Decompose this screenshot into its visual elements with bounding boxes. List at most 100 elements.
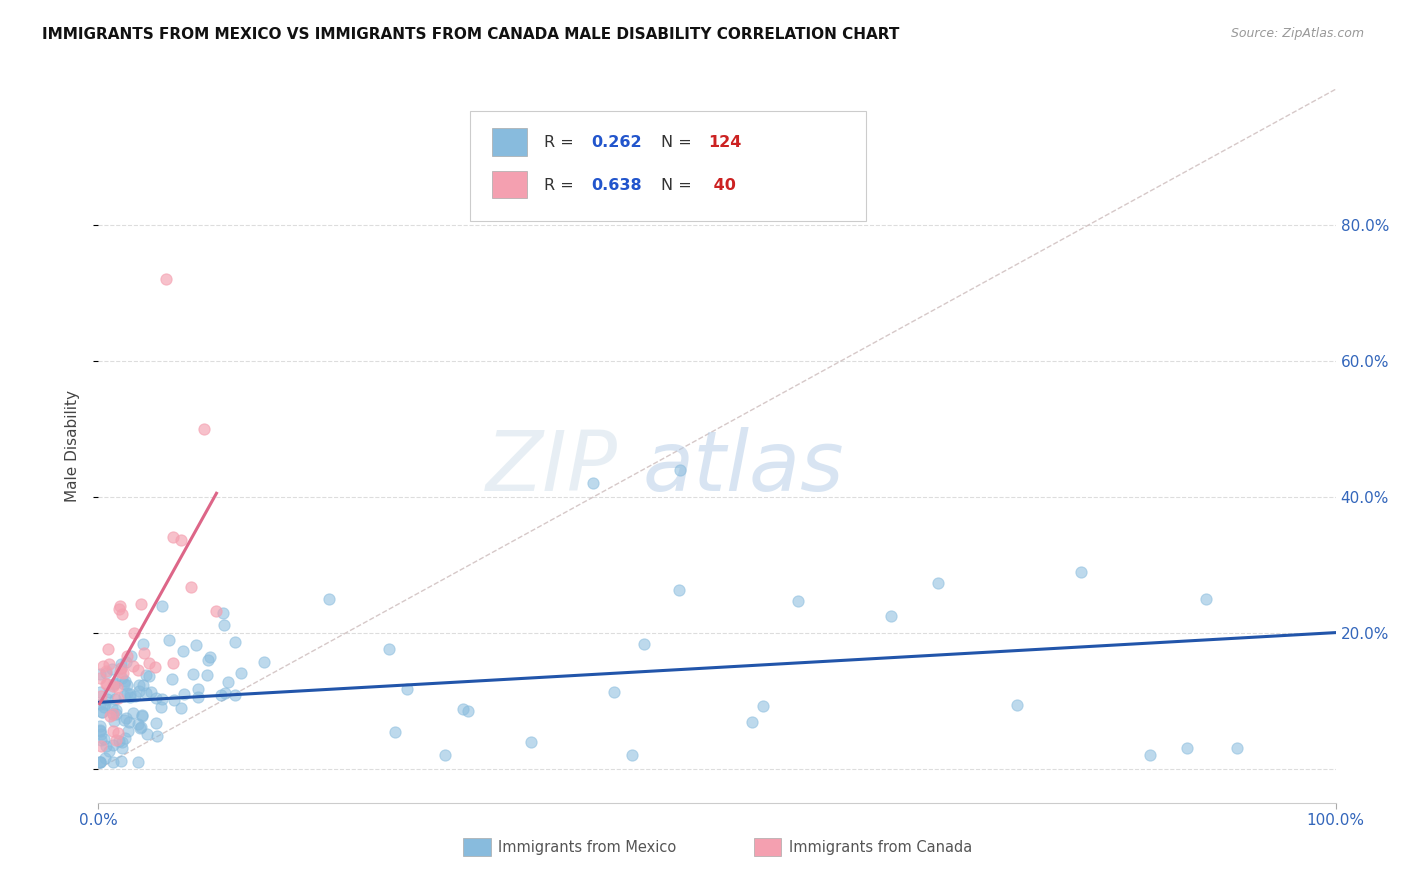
Point xyxy=(89,755,111,769)
Point xyxy=(128,683,150,698)
Point xyxy=(114,673,136,688)
Point xyxy=(138,656,160,670)
Point xyxy=(108,602,131,616)
Point xyxy=(120,688,142,702)
Point xyxy=(211,688,233,702)
Point xyxy=(451,702,474,716)
Point xyxy=(150,700,173,714)
Point xyxy=(170,533,193,548)
Point xyxy=(127,664,149,678)
Point xyxy=(96,677,118,691)
Text: R =: R = xyxy=(544,136,579,150)
Point xyxy=(111,607,134,621)
Point xyxy=(131,597,153,611)
Point xyxy=(143,660,166,674)
Point xyxy=(145,716,167,731)
Text: N =: N = xyxy=(661,136,697,150)
Point xyxy=(668,583,690,598)
Point xyxy=(184,638,207,652)
Point xyxy=(89,719,111,733)
Point xyxy=(121,649,143,664)
Point xyxy=(253,655,276,669)
Point xyxy=(117,724,139,739)
Point xyxy=(132,678,155,692)
Point xyxy=(603,685,626,699)
Point xyxy=(120,690,142,705)
Point xyxy=(110,661,132,675)
Point xyxy=(89,724,111,739)
Text: IMMIGRANTS FROM MEXICO VS IMMIGRANTS FROM CANADA MALE DISABILITY CORRELATION CHA: IMMIGRANTS FROM MEXICO VS IMMIGRANTS FRO… xyxy=(42,27,900,42)
Point xyxy=(135,686,157,700)
Text: N =: N = xyxy=(661,178,697,193)
Point xyxy=(195,668,218,682)
Point xyxy=(162,530,184,544)
Point xyxy=(103,739,125,753)
Point xyxy=(107,733,129,747)
Point xyxy=(378,642,401,657)
Point xyxy=(94,751,117,765)
Point xyxy=(395,682,418,697)
Point xyxy=(224,688,246,702)
Point xyxy=(90,689,112,703)
Point xyxy=(101,700,124,714)
Point xyxy=(1005,698,1028,713)
Point xyxy=(103,677,125,691)
Point xyxy=(98,709,121,723)
Point xyxy=(108,665,131,680)
Point xyxy=(89,755,111,769)
Point xyxy=(633,637,655,651)
Point xyxy=(224,635,246,649)
Point xyxy=(122,706,145,720)
Point xyxy=(89,698,111,712)
Point xyxy=(108,599,131,613)
Point xyxy=(669,463,692,477)
Point xyxy=(105,680,128,694)
Point xyxy=(787,594,810,608)
Point xyxy=(90,739,112,754)
Point xyxy=(89,755,111,769)
Point xyxy=(135,667,157,681)
Point xyxy=(97,642,120,657)
Point xyxy=(582,476,605,491)
Point xyxy=(752,699,775,714)
Point xyxy=(101,706,124,721)
Point xyxy=(93,731,115,746)
Point xyxy=(132,637,155,651)
Point xyxy=(139,685,162,699)
Point xyxy=(229,666,252,681)
Point xyxy=(132,646,155,660)
FancyBboxPatch shape xyxy=(492,128,526,155)
Point xyxy=(200,649,222,664)
Point xyxy=(90,727,112,741)
Text: Immigrants from Mexico: Immigrants from Mexico xyxy=(498,840,676,855)
Point xyxy=(118,714,141,729)
Point xyxy=(115,648,138,663)
Point xyxy=(110,754,132,768)
Point xyxy=(115,711,138,725)
Text: atlas: atlas xyxy=(643,427,845,508)
Point xyxy=(97,685,120,699)
Point xyxy=(111,672,134,686)
Point xyxy=(163,693,186,707)
Point xyxy=(212,607,235,621)
Point xyxy=(160,672,183,686)
Point xyxy=(91,658,114,673)
FancyBboxPatch shape xyxy=(754,838,782,856)
Point xyxy=(122,626,145,640)
FancyBboxPatch shape xyxy=(492,171,526,198)
Text: Source: ZipAtlas.com: Source: ZipAtlas.com xyxy=(1230,27,1364,40)
Point xyxy=(93,700,115,714)
Point xyxy=(104,676,127,690)
Text: 0.262: 0.262 xyxy=(591,136,641,150)
Point xyxy=(124,689,146,703)
Point xyxy=(127,755,149,769)
Point xyxy=(111,666,134,681)
Point xyxy=(89,671,111,685)
Point xyxy=(94,666,117,681)
Point xyxy=(162,656,184,670)
Point xyxy=(170,700,193,714)
Point xyxy=(90,733,112,747)
Point xyxy=(1070,565,1092,579)
Point xyxy=(103,714,125,729)
Text: ZIP: ZIP xyxy=(486,427,619,508)
